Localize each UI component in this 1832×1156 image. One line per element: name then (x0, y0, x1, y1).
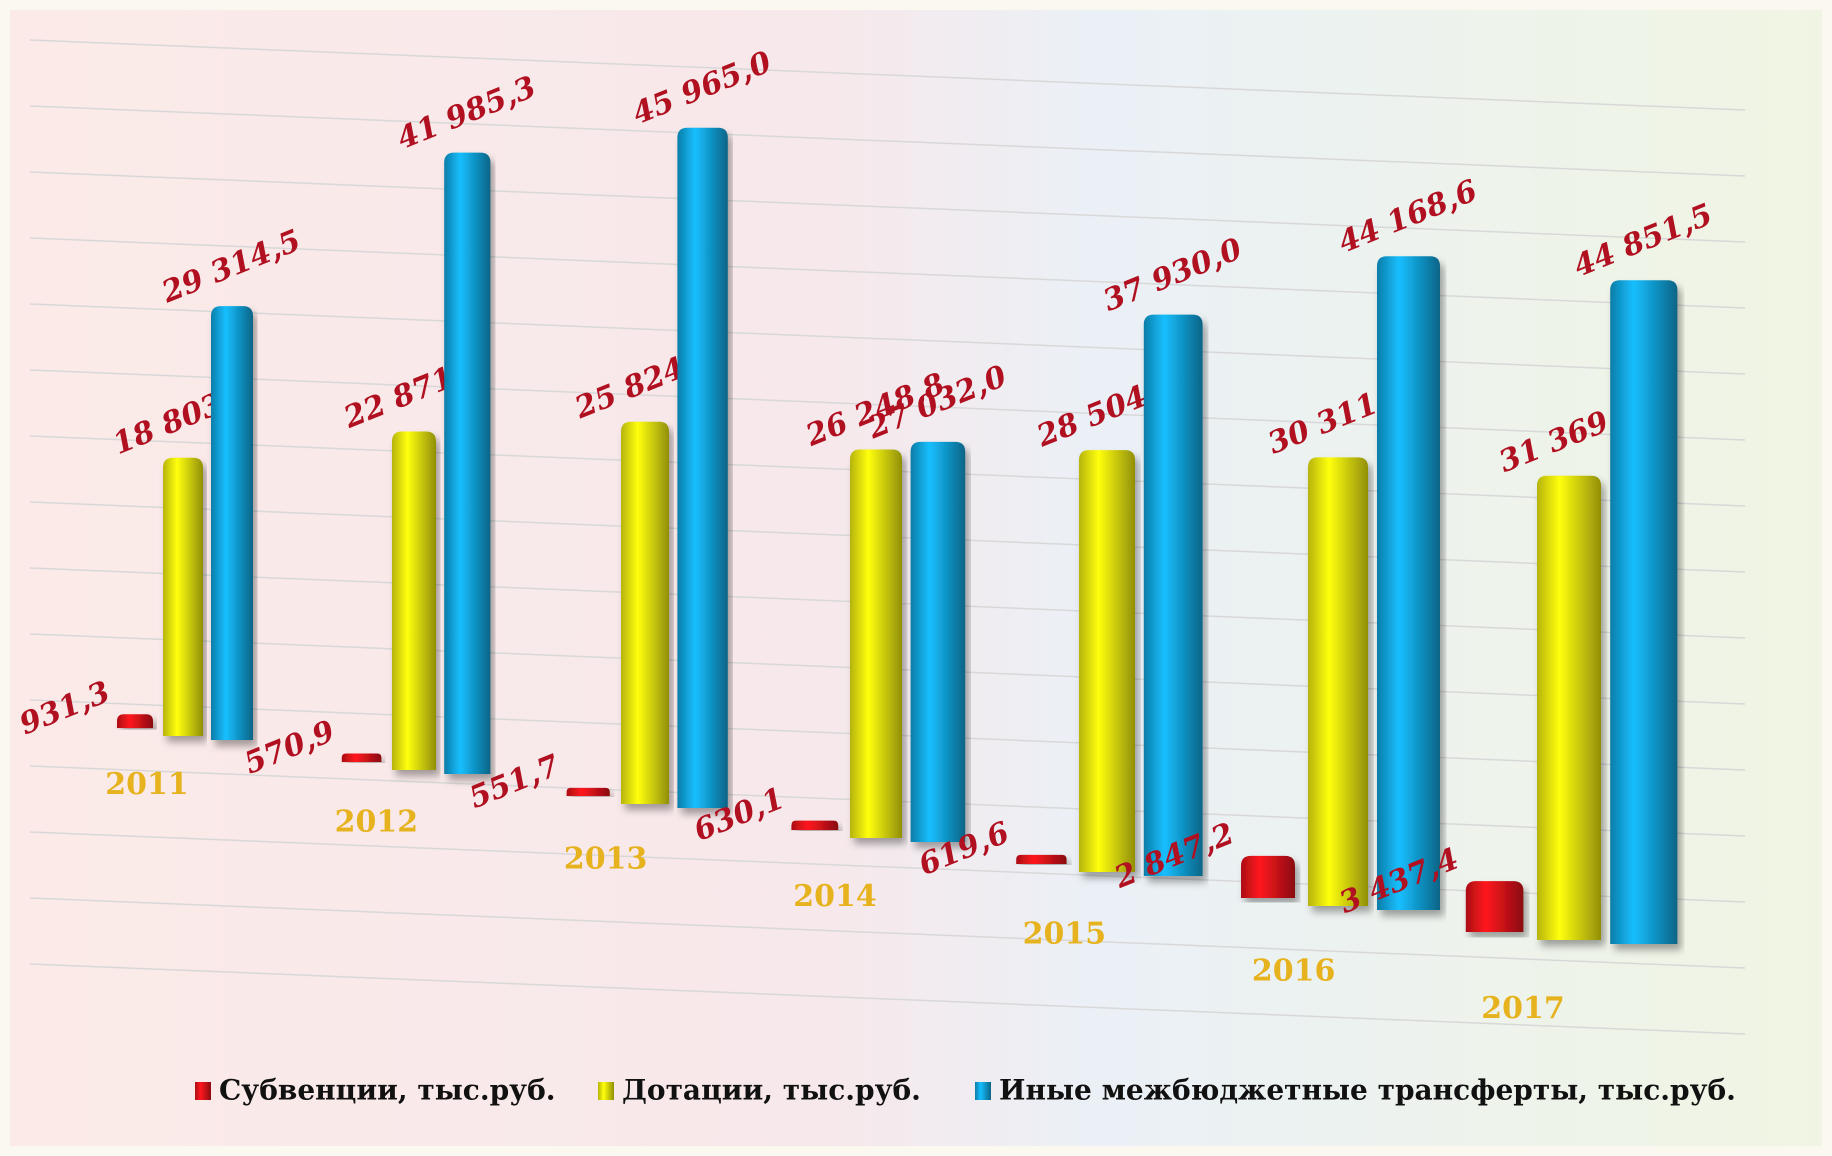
legend-marker (975, 1082, 991, 1100)
x-tick-label: 2016 (1252, 954, 1336, 989)
x-tick-label: 2015 (1023, 916, 1107, 951)
bar (1308, 457, 1368, 906)
grid-decoration-line (29, 171, 1746, 243)
grid-decoration-line (29, 831, 1746, 903)
grid-decoration-line (29, 369, 1746, 441)
bar (1079, 450, 1135, 872)
bar (1143, 314, 1203, 876)
grid-decoration-line (29, 105, 1746, 177)
bar (910, 441, 966, 842)
bar (341, 753, 382, 762)
bar (163, 457, 203, 736)
bar (117, 714, 153, 728)
grid-decoration-line (29, 897, 1746, 969)
bar (1241, 855, 1295, 898)
legend-label: Иные межбюджетные трансферты, тыс.руб. (999, 1074, 1736, 1107)
bar (1537, 475, 1601, 940)
grid-decoration-line (29, 39, 1746, 111)
legend-label: Дотации, тыс.руб. (622, 1074, 921, 1107)
bar (850, 449, 902, 838)
bar (566, 787, 610, 796)
bar (1610, 280, 1678, 944)
x-tick-label: 2012 (335, 804, 419, 839)
x-tick-label: 2017 (1481, 991, 1565, 1026)
x-tick-label: 2014 (793, 879, 877, 914)
legend-marker (195, 1082, 211, 1100)
x-tick-label: 2013 (564, 842, 648, 877)
grid-decoration-line (29, 963, 1746, 1035)
bar (1465, 881, 1524, 932)
bar (621, 421, 669, 804)
bar (677, 127, 728, 808)
bar (791, 820, 839, 830)
bar (211, 306, 253, 740)
bar (1377, 256, 1440, 911)
legend-marker (598, 1082, 614, 1100)
bar (444, 152, 491, 774)
grid-decoration-line (29, 237, 1746, 309)
legend-label: Субвенции, тыс.руб. (219, 1074, 556, 1107)
grid-decoration-line (29, 303, 1746, 375)
x-tick-label: 2011 (105, 767, 189, 802)
bar (392, 431, 436, 770)
bar (1016, 854, 1067, 864)
